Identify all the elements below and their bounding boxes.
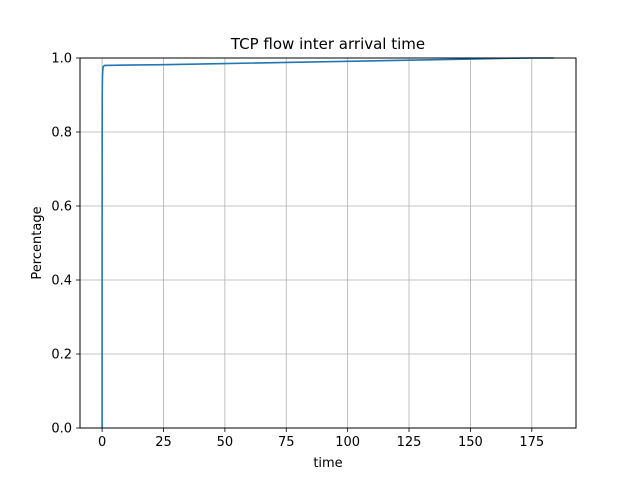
y-tick-label: 0.2 <box>51 348 72 363</box>
x-tick-label: 175 <box>519 435 544 450</box>
cdf-line <box>101 57 554 428</box>
y-tick-label: 0.8 <box>51 126 72 141</box>
x-tick-label: 25 <box>155 435 172 450</box>
y-tick-label: 0.4 <box>51 274 72 289</box>
x-tick-label: 75 <box>278 435 295 450</box>
x-axis-label: time <box>313 456 342 471</box>
plot-frame <box>79 57 577 429</box>
y-axis-label: Percentage <box>30 206 45 279</box>
y-tick-label: 0.6 <box>51 200 72 215</box>
x-tick-label: 125 <box>397 435 422 450</box>
y-tick-label: 0.0 <box>51 422 72 437</box>
x-tick-label: 150 <box>458 435 483 450</box>
plot-area <box>80 58 576 428</box>
series-layer <box>101 57 554 428</box>
x-tick-label: 0 <box>98 435 106 450</box>
x-axis-ticks: 0 25 50 75 100 125 150 175 <box>98 428 544 450</box>
x-tick-label: 50 <box>217 435 234 450</box>
y-tick-label: 1.0 <box>51 52 72 67</box>
y-axis-ticks: 0.0 0.2 0.4 0.6 0.8 1.0 <box>51 52 80 437</box>
x-tick-label: 100 <box>335 435 360 450</box>
chart-title: TCP flow inter arrival time <box>230 35 425 53</box>
